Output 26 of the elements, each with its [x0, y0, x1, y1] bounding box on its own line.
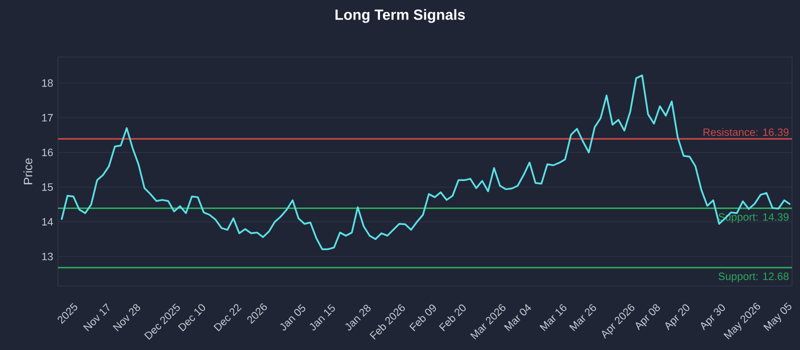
chart-title: Long Term Signals — [336, 9, 465, 23]
y-tick-label: 14 — [42, 218, 53, 226]
x-tick-label: Jan 15 — [310, 304, 335, 330]
y-tick-label: 13 — [42, 252, 53, 260]
x-tick-label: Apr 30 — [700, 304, 725, 330]
x-tick-label: Jan 05 — [280, 304, 306, 330]
x-tick-label: Apr 20 — [665, 304, 690, 330]
x-tick-label: Apr 08 — [636, 304, 660, 330]
x-tick-label: Nov 17 — [83, 303, 110, 332]
x-tick-label: Mar 16 — [540, 304, 566, 332]
y-tick-label: 18 — [42, 79, 53, 87]
x-tick-label: Feb 09 — [409, 304, 436, 332]
line-series — [60, 74, 792, 250]
x-tick-label: Nov 28 — [112, 304, 140, 332]
x-tick-label: Mar 26 — [569, 304, 596, 332]
x-tick-label: Dec 22 — [214, 304, 242, 332]
y-tick-label: 15 — [42, 183, 53, 191]
y-tick-label: 17 — [42, 114, 53, 122]
ref-line-label: Support: 12.68 — [718, 272, 789, 282]
ref-line-label: Resistance: 16.39 — [704, 128, 789, 136]
x-tick-label: Mar 04 — [504, 304, 532, 332]
y-axis-title: Price — [23, 158, 32, 184]
x-tick-label: Feb 20 — [438, 304, 466, 332]
x-tick-label: May 05 — [763, 302, 792, 332]
y-tick-label: 16 — [42, 148, 53, 156]
x-tick-label: Jan 28 — [345, 304, 371, 330]
